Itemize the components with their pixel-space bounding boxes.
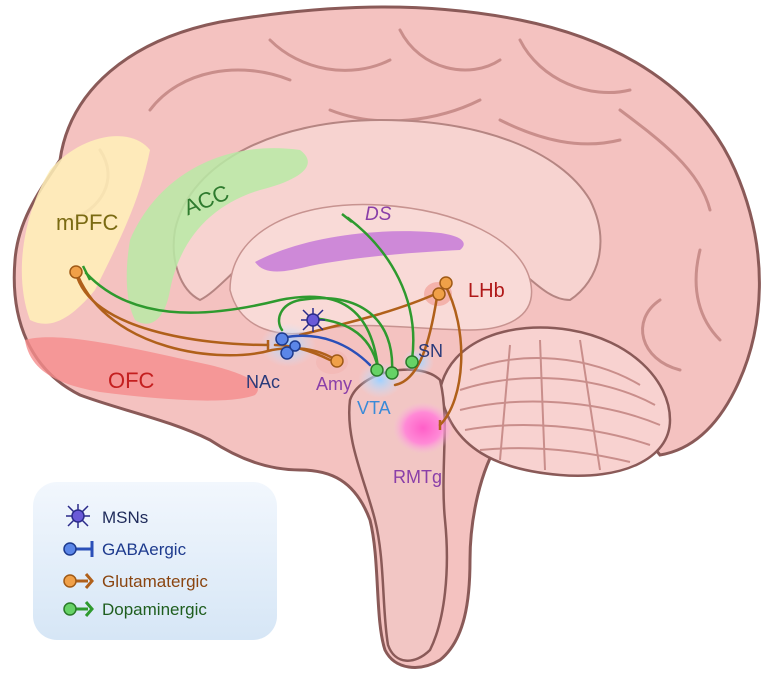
vta-label: VTA bbox=[357, 398, 391, 418]
rmtg-region bbox=[393, 402, 453, 454]
gaba-legend-icon bbox=[63, 541, 94, 557]
legend-glut-label: Glutamatergic bbox=[102, 572, 208, 591]
msn-legend-icon bbox=[66, 504, 90, 528]
ofc-region bbox=[25, 337, 258, 401]
acc-region bbox=[126, 148, 308, 324]
mpfc-label: mPFC bbox=[56, 210, 118, 235]
legend-msns-label: MSNs bbox=[102, 508, 148, 527]
dopa-legend-icon bbox=[63, 601, 94, 617]
ds-label: DS bbox=[365, 204, 392, 225]
legend-dopa-label: Dopaminergic bbox=[102, 600, 207, 619]
gabaergic-pathways bbox=[280, 334, 372, 367]
legend: MSNs GABAergic Glutamatergic Dopaminergi… bbox=[33, 482, 277, 640]
glutamatergic-terminals bbox=[266, 340, 442, 430]
glut-legend-icon bbox=[63, 573, 94, 589]
legend-gaba-label: GABAergic bbox=[102, 540, 187, 559]
rmtg-label: RMTg bbox=[393, 467, 442, 487]
glutamatergic-pathways bbox=[74, 271, 463, 427]
msn-neuron-icon bbox=[301, 308, 325, 332]
nac-label: NAc bbox=[246, 372, 280, 392]
cerebellum bbox=[438, 326, 672, 477]
ofc-label: OFC bbox=[108, 368, 155, 393]
ds-region bbox=[255, 231, 464, 272]
sn-label: SN bbox=[418, 341, 443, 361]
dopaminergic-terminals bbox=[81, 213, 353, 281]
amy-label: Amy bbox=[316, 374, 352, 394]
lhb-label: LHb bbox=[468, 280, 505, 302]
pathway-nodes bbox=[69, 265, 453, 380]
mpfc-region bbox=[21, 136, 150, 324]
